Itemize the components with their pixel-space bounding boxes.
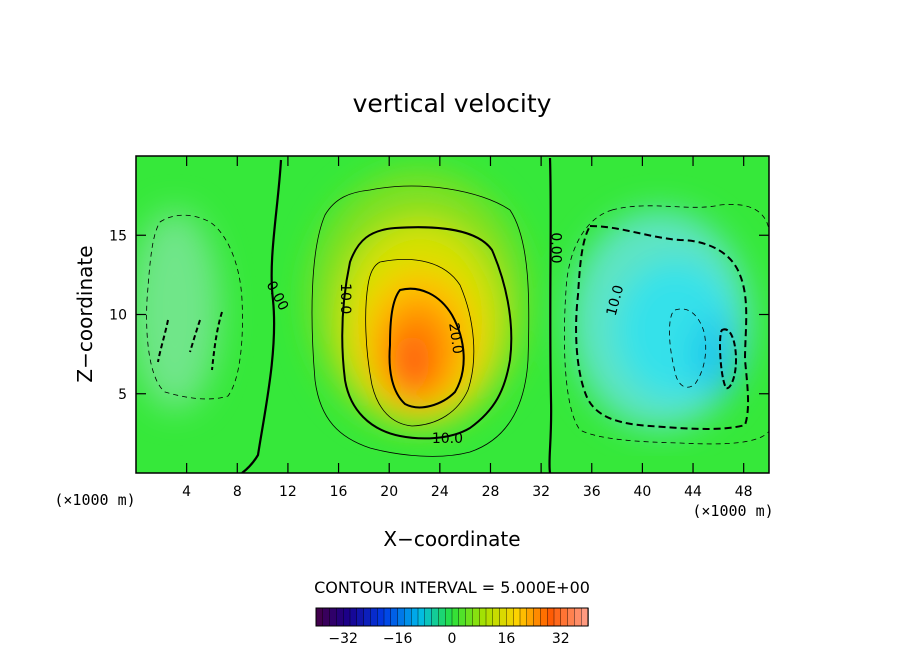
x-tick-label: 8	[233, 484, 242, 500]
contour-label: 10.0	[432, 431, 463, 447]
x-tick-label: 44	[684, 484, 702, 500]
contour-label: 10.0	[604, 283, 628, 317]
colorbar-swatch	[485, 607, 494, 627]
y-tick-label: 15	[109, 228, 127, 244]
x-tick-label: 48	[735, 484, 753, 500]
colorbar-swatch	[581, 607, 589, 627]
x-tick-label: 40	[633, 484, 651, 500]
colorbar-swatch	[526, 607, 535, 627]
colorbar-swatch	[533, 607, 542, 627]
chart-title: vertical velocity	[353, 89, 552, 118]
colorbar-ticks: −32 −16 0 16 32	[328, 631, 569, 647]
colorbar-swatch	[513, 607, 521, 627]
colorbar-swatch	[445, 607, 453, 627]
colorbar-swatch	[574, 607, 582, 627]
colorbar-swatch	[343, 607, 351, 627]
colorbar-frame	[315, 607, 589, 627]
colorbar-swatch	[424, 607, 433, 627]
colorbar-swatch	[356, 607, 365, 627]
colorbar-swatch	[397, 607, 406, 627]
colorbar-swatch	[377, 607, 385, 627]
colorbar-swatch	[417, 607, 426, 627]
colorbar-swatch	[363, 607, 372, 627]
y-axis-unit: (×1000 m)	[54, 491, 135, 509]
colorbar-swatch	[499, 607, 508, 627]
colorbar-swatch	[370, 607, 378, 627]
contour-label: 10.0	[337, 283, 353, 314]
colorbar-swatch	[411, 607, 419, 627]
colorbar-swatch	[472, 607, 480, 627]
colorbar-swatch	[547, 607, 555, 627]
colorbar-swatch	[390, 607, 399, 627]
colorbar-swatch	[506, 607, 514, 627]
colorbar-swatch	[438, 607, 446, 627]
contour-lines	[146, 157, 769, 473]
colorbar-swatch	[451, 607, 460, 627]
y-tick-label: 10	[109, 308, 127, 324]
colorbar-swatch	[553, 607, 562, 627]
colorbar-swatch	[465, 607, 474, 627]
colorbar-swatch	[431, 607, 440, 627]
colorbar-swatch	[315, 607, 324, 627]
y-tick-label: 5	[118, 387, 127, 403]
x-tick-label: 36	[583, 484, 601, 500]
colorbar-swatch	[349, 607, 358, 627]
colorbar-swatch	[458, 607, 467, 627]
colorbar-swatch	[383, 607, 392, 627]
colorbar-swatch	[404, 607, 412, 627]
colorbar-swatch	[540, 607, 548, 627]
colorbar-swatch	[567, 607, 576, 627]
x-axis-label: X−coordinate	[383, 527, 520, 551]
x-tick-label: 20	[380, 484, 398, 500]
colorbar	[315, 607, 589, 627]
colorbar-swatch	[519, 607, 528, 627]
x-tick-label: 4	[182, 484, 191, 500]
colorbar-tick-label: −16	[383, 631, 413, 647]
contour-label: 0.00	[547, 232, 563, 263]
colorbar-swatch	[479, 607, 487, 627]
colorbar-swatch	[322, 607, 331, 627]
colorbar-swatch	[560, 607, 569, 627]
x-tick-label: 28	[482, 484, 500, 500]
x-tick-label: 24	[431, 484, 449, 500]
x-tick-label: 16	[330, 484, 348, 500]
colorbar-swatch	[492, 607, 501, 627]
x-tick-label: 12	[279, 484, 297, 500]
contour-interval: CONTOUR INTERVAL = 5.000E+00	[314, 578, 590, 597]
y-axis-label: Z−coordinate	[73, 245, 97, 382]
x-axis-unit: (×1000 m)	[692, 502, 773, 520]
colorbar-swatch	[329, 607, 338, 627]
colorbar-tick-label: 0	[448, 631, 457, 647]
y-axis: 5 10 15	[109, 228, 769, 403]
x-axis: 4 8 12 16 20 24 28 32 36 40 44 48	[182, 156, 753, 500]
colorbar-tick-label: 32	[552, 631, 570, 647]
colorbar-tick-label: −32	[328, 631, 358, 647]
contour-label: 20.0	[445, 322, 465, 355]
colorbar-swatch	[336, 607, 344, 627]
colorbar-tick-label: 16	[497, 631, 515, 647]
x-tick-label: 32	[532, 484, 550, 500]
